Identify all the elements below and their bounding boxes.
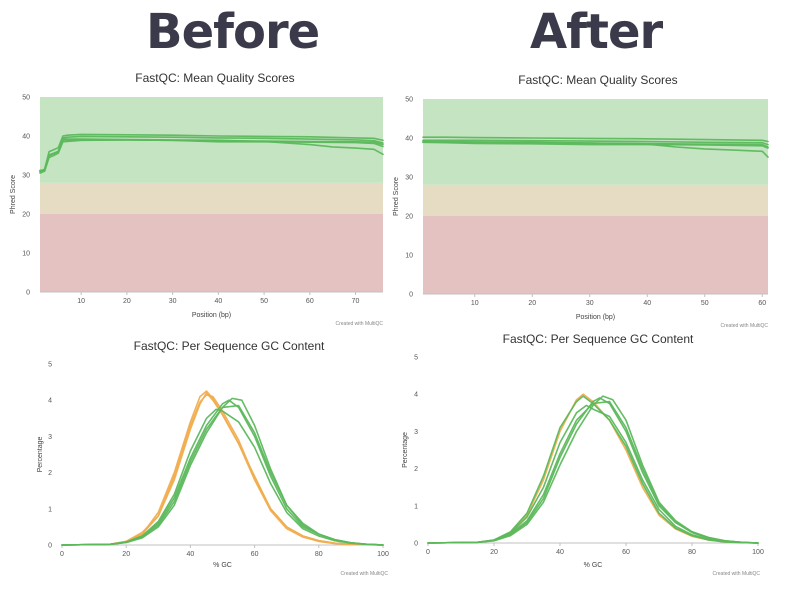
before_gc-ytick-label: 2 bbox=[48, 470, 52, 477]
after_quality-series-1-line bbox=[422, 139, 769, 146]
after-heading: After bbox=[530, 4, 663, 60]
before_quality-title: FastQC: Mean Quality Scores bbox=[135, 71, 294, 85]
after_gc-series-3-line bbox=[427, 395, 759, 544]
before_gc-series-6-line bbox=[61, 404, 384, 546]
after_gc-xtick-label: 80 bbox=[688, 549, 696, 556]
after_quality-x-axis-label: Position (bp) bbox=[576, 314, 615, 321]
before_gc-ytick-label: 5 bbox=[48, 362, 52, 369]
after_gc-ytick-label: 3 bbox=[414, 429, 418, 436]
before_quality-ytick-label: 50 bbox=[22, 95, 30, 102]
after_quality-zone-0 bbox=[423, 216, 768, 294]
before_quality-xtick-label: 10 bbox=[77, 298, 85, 305]
after_gc-ytick-label: 5 bbox=[414, 355, 418, 362]
after_gc-ytick-label: 4 bbox=[414, 392, 418, 399]
before_quality-x-axis-label: Position (bp) bbox=[192, 312, 231, 319]
before_quality-credit: Created with MultiQC bbox=[335, 321, 383, 327]
after_quality-series-3-line bbox=[422, 141, 769, 149]
before_gc-credit: Created with MultiQC bbox=[340, 571, 388, 577]
before_quality-xtick-label: 50 bbox=[260, 298, 268, 305]
before_gc-title: FastQC: Per Sequence GC Content bbox=[134, 339, 325, 353]
before_quality-xtick-label: 70 bbox=[352, 298, 360, 305]
after_quality-ytick-label: 10 bbox=[405, 253, 413, 260]
after_gc-xtick-label: 60 bbox=[622, 549, 630, 556]
after_quality-ytick-label: 50 bbox=[405, 97, 413, 104]
before_quality-ytick-label: 40 bbox=[22, 134, 30, 141]
before_quality-y-axis-label: Phred Score bbox=[10, 175, 17, 214]
after_quality-series-0-line bbox=[422, 136, 769, 143]
before_gc-xtick-label: 20 bbox=[122, 551, 130, 558]
after_gc-x-axis-label: % GC bbox=[584, 562, 603, 569]
after_gc-series-2-line bbox=[427, 397, 759, 544]
before_gc-series-3-line bbox=[61, 399, 384, 546]
after_gc-xtick-label: 100 bbox=[752, 549, 764, 556]
before_gc-xtick-label: 0 bbox=[60, 551, 64, 558]
before_quality-ytick-label: 10 bbox=[22, 251, 30, 258]
after_quality-xtick-label: 20 bbox=[528, 300, 536, 307]
after_gc-xtick-label: 40 bbox=[556, 549, 564, 556]
after_gc-series-1-line bbox=[427, 395, 759, 544]
before_gc-series-2-line bbox=[61, 393, 384, 546]
before_quality-ytick-label: 20 bbox=[22, 212, 30, 219]
before_gc-ytick-label: 0 bbox=[48, 543, 52, 550]
before_gc-x-axis-label: % GC bbox=[213, 562, 232, 569]
before_gc-series-5-line bbox=[61, 408, 384, 546]
after_gc-series-5-line bbox=[427, 400, 759, 544]
before_quality-xtick-label: 60 bbox=[306, 298, 314, 305]
after_quality-credit: Created with MultiQC bbox=[720, 323, 768, 329]
before-heading: Before bbox=[146, 4, 320, 60]
before_gc-ytick-label: 3 bbox=[48, 434, 52, 441]
after_quality-xtick-label: 50 bbox=[701, 300, 709, 307]
before_gc-series-1-line bbox=[61, 390, 384, 546]
after_quality-zone-1 bbox=[423, 184, 768, 216]
after_gc-series-4-line bbox=[427, 404, 759, 544]
before_quality-series-4-line bbox=[39, 137, 384, 173]
after_quality-xtick-label: 10 bbox=[471, 300, 479, 307]
before_quality-zone-1 bbox=[40, 182, 383, 214]
before_gc-xtick-label: 60 bbox=[251, 551, 259, 558]
after_quality-xtick-label: 40 bbox=[643, 300, 651, 307]
after_quality-ytick-label: 0 bbox=[409, 292, 413, 299]
after_quality-title: FastQC: Mean Quality Scores bbox=[518, 73, 677, 87]
before_gc-xtick-label: 40 bbox=[187, 551, 195, 558]
before_gc-ytick-label: 4 bbox=[48, 398, 52, 405]
before_quality-zone-0 bbox=[40, 214, 383, 292]
before_quality-ytick-label: 30 bbox=[22, 173, 30, 180]
after_quality-ytick-label: 30 bbox=[405, 175, 413, 182]
after_quality-series-4-line bbox=[422, 140, 769, 158]
before_quality-series-0-line bbox=[39, 133, 384, 172]
before_quality-xtick-label: 40 bbox=[214, 298, 222, 305]
after_quality-ytick-label: 20 bbox=[405, 214, 413, 221]
after_gc-ytick-label: 1 bbox=[414, 503, 418, 510]
after_gc-ytick-label: 2 bbox=[414, 466, 418, 473]
before_quality-ytick-label: 0 bbox=[26, 290, 30, 297]
before_gc-ytick-label: 1 bbox=[48, 506, 52, 513]
after_quality-y-axis-label: Phred Score bbox=[393, 177, 400, 216]
after_gc-credit: Created with MultiQC bbox=[712, 571, 760, 577]
before_quality-xtick-label: 20 bbox=[123, 298, 131, 305]
after_gc-xtick-label: 0 bbox=[426, 549, 430, 556]
before_gc-y-axis-label: Percentage bbox=[37, 436, 44, 472]
before_gc-series-4-line bbox=[61, 397, 384, 546]
after_gc-series-0-line bbox=[427, 393, 759, 544]
after_quality-ytick-label: 40 bbox=[405, 136, 413, 143]
after_quality-xtick-label: 60 bbox=[758, 300, 766, 307]
after_gc-ytick-label: 0 bbox=[414, 541, 418, 548]
after_gc-y-axis-label: Percentage bbox=[402, 432, 409, 468]
before_gc-xtick-label: 80 bbox=[315, 551, 323, 558]
before_gc-xtick-label: 100 bbox=[377, 551, 389, 558]
after_gc-title: FastQC: Per Sequence GC Content bbox=[503, 332, 694, 346]
after_quality-xtick-label: 30 bbox=[586, 300, 594, 307]
after_gc-xtick-label: 20 bbox=[490, 549, 498, 556]
before_quality-xtick-label: 30 bbox=[169, 298, 177, 305]
